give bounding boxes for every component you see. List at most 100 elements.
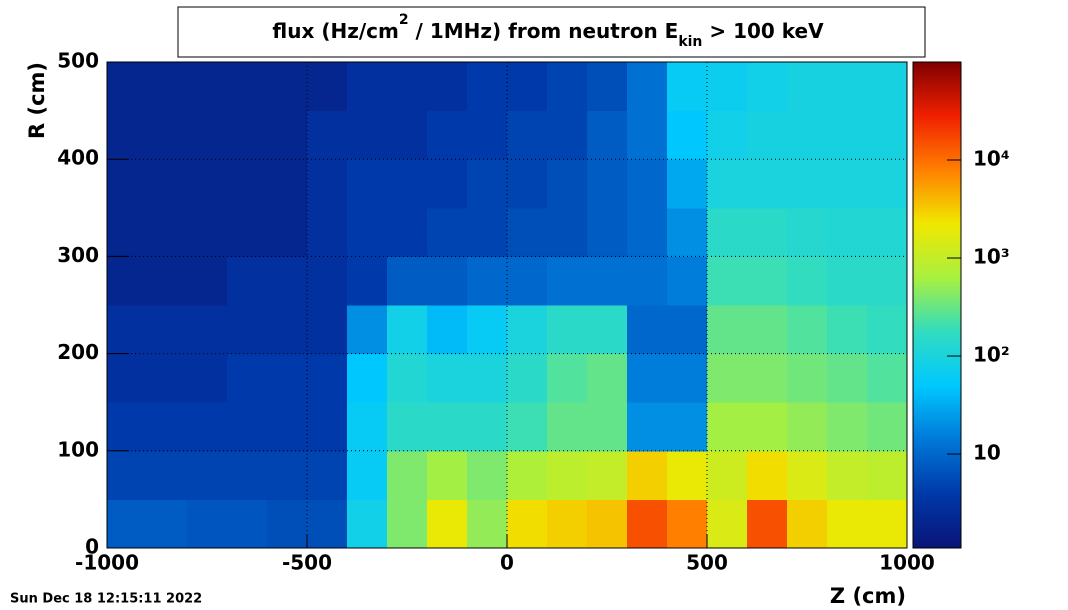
heatmap-cell: [867, 402, 908, 452]
heatmap-cell: [507, 402, 548, 452]
heatmap-cell: [347, 62, 388, 112]
heatmap-cell: [747, 305, 788, 355]
heatmap-cell: [227, 159, 268, 209]
heatmap-cell: [707, 159, 748, 209]
heatmap-cell: [427, 62, 468, 112]
heatmap-cell: [307, 353, 348, 403]
heatmap-cell: [787, 62, 828, 112]
heatmap-cell: [867, 62, 908, 112]
heatmap-cell: [347, 450, 388, 500]
heatmap-cell: [267, 353, 308, 403]
title-part: flux (Hz/cm: [272, 19, 398, 43]
chart-title: flux (Hz/cm2 / 1MHz) from neutron Ekin >…: [272, 12, 824, 50]
heatmap-cell: [547, 305, 588, 355]
heatmap-cell: [547, 207, 588, 257]
heatmap-cell: [347, 305, 388, 355]
heatmap-cell: [827, 256, 868, 306]
x-tick-label: -1000: [75, 551, 139, 575]
heatmap-cell: [787, 450, 828, 500]
heatmap-cell: [467, 159, 508, 209]
heatmap-cell: [107, 159, 148, 209]
heatmap-cell: [707, 450, 748, 500]
heatmap-cell: [587, 207, 628, 257]
heatmap-cell: [627, 402, 668, 452]
heatmap-cell: [107, 353, 148, 403]
heatmap-cell: [227, 305, 268, 355]
heatmap-cell: [307, 207, 348, 257]
x-tick-label: -500: [282, 551, 332, 575]
heatmap-cell: [107, 110, 148, 160]
heatmap-cell: [547, 62, 588, 112]
heatmap-cell: [147, 353, 188, 403]
heatmap-cell: [827, 353, 868, 403]
heatmap-cell: [627, 159, 668, 209]
heatmap-cell: [547, 450, 588, 500]
heatmap-cell: [427, 499, 468, 549]
heatmap-cell: [747, 110, 788, 160]
heatmap-cell: [267, 207, 308, 257]
heatmap-cell: [827, 159, 868, 209]
heatmap-cell: [867, 159, 908, 209]
heatmap-cell: [827, 499, 868, 549]
heatmap-cell: [667, 353, 708, 403]
heatmap-cell: [587, 256, 628, 306]
heatmap-cell: [267, 450, 308, 500]
heatmap-cell: [147, 402, 188, 452]
x-tick-label: 500: [686, 551, 728, 575]
heatmap-cell: [667, 62, 708, 112]
heatmap-cell: [107, 402, 148, 452]
heatmap-cell: [347, 353, 388, 403]
heatmap-cell: [587, 305, 628, 355]
heatmap-cell: [787, 305, 828, 355]
heatmap-cell: [187, 62, 228, 112]
heatmap-cell: [547, 256, 588, 306]
heatmap-cell: [347, 402, 388, 452]
heatmap-cell: [587, 110, 628, 160]
heatmap-cell: [147, 159, 188, 209]
heatmap-cell: [227, 207, 268, 257]
heatmap-cell: [147, 110, 188, 160]
heatmap-cell: [627, 499, 668, 549]
heatmap-cell: [187, 305, 228, 355]
heatmap-cell: [267, 499, 308, 549]
heatmap-cell: [427, 305, 468, 355]
heatmap-cell: [187, 402, 228, 452]
heatmap-cell: [707, 499, 748, 549]
heatmap-cell: [427, 450, 468, 500]
heatmap-cell: [187, 110, 228, 160]
y-tick-label: 100: [57, 437, 99, 461]
heatmap-cell: [707, 62, 748, 112]
heatmap-cell: [667, 499, 708, 549]
heatmap-cell: [227, 402, 268, 452]
heatmap-cell: [427, 402, 468, 452]
heatmap-cell: [227, 110, 268, 160]
heatmap-cell: [267, 402, 308, 452]
heatmap-cell: [307, 499, 348, 549]
y-tick-label: 200: [57, 340, 99, 364]
heatmap-cell: [707, 110, 748, 160]
y-tick-label: 400: [57, 146, 99, 170]
heatmap-cell: [467, 256, 508, 306]
heatmap-cell: [547, 159, 588, 209]
heatmap-cell: [187, 256, 228, 306]
heatmap-cell: [467, 207, 508, 257]
heatmap-cell: [347, 110, 388, 160]
heatmap-cell: [867, 499, 908, 549]
heatmap-cell: [387, 159, 428, 209]
colorbar-tick-label: 10²: [973, 343, 1010, 367]
heatmap-cell: [387, 207, 428, 257]
heatmap-cell: [267, 159, 308, 209]
heatmap-cell: [627, 450, 668, 500]
heatmap-cell: [467, 499, 508, 549]
heatmap-cell: [147, 207, 188, 257]
heatmap-cell: [227, 62, 268, 112]
heatmap-cell: [827, 450, 868, 500]
heatmap-cell: [587, 159, 628, 209]
heatmap-cell: [307, 159, 348, 209]
heatmap-cell: [667, 305, 708, 355]
colorbar-tick-label: 10³: [973, 245, 1010, 269]
heatmap-cell: [667, 110, 708, 160]
heatmap-cell: [827, 305, 868, 355]
heatmap-cell: [307, 256, 348, 306]
heatmap-cell: [427, 110, 468, 160]
